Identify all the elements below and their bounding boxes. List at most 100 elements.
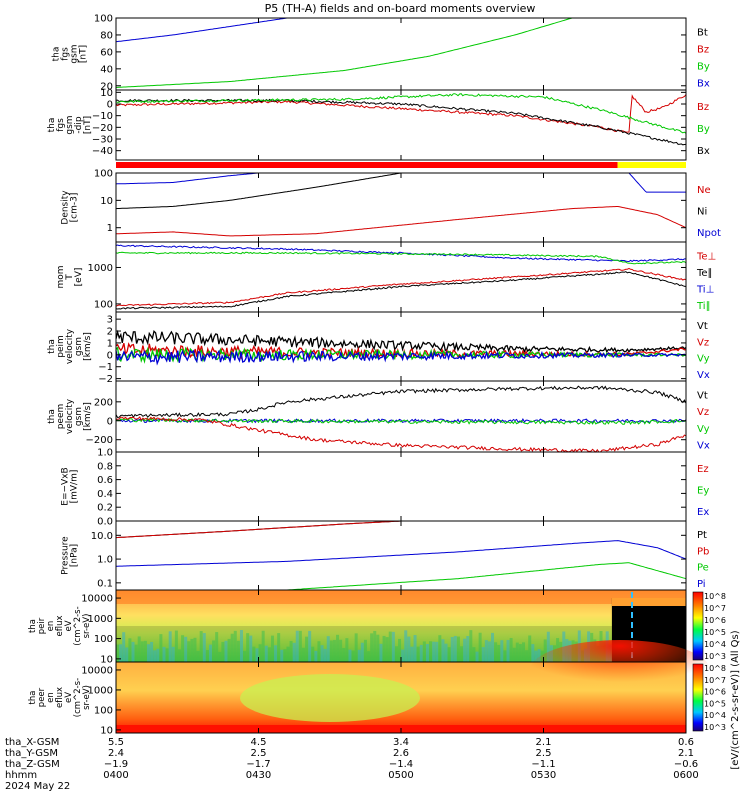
ion-spectrogram-column [500,640,504,662]
ion-spectrogram-column [230,633,234,662]
ion-spectrogram-column [429,641,433,662]
ion-spectrogram-column [438,635,442,662]
ion-spectrogram-column [388,631,392,662]
series-Ni-line [115,172,402,210]
y-axis-label: tha [28,619,38,633]
y-axis-label: [cm-3] [70,193,80,223]
ion-spectrogram-column [311,646,315,662]
ion-spectrogram-column [174,630,178,662]
ion-spectrogram-column [484,640,488,662]
y-axis-label: E=−VxB [61,467,71,505]
y-tick-label: 0.0 [97,517,113,528]
mode-bar-fast [617,162,686,168]
ion-spectrogram-column [525,650,529,662]
y-tick-label: 0.4 [97,489,113,500]
colorbar-tick-label: 10^8 [704,664,726,673]
legend-entry: Bt [697,28,708,39]
y-tick-label: −1 [98,362,113,373]
legend-entry: Vt [697,390,708,401]
legend-entry: Pt [697,530,707,541]
ion-spectrogram-column [171,646,175,662]
ion-spectrogram-column [398,638,402,662]
series-Te∥-line [115,271,687,310]
ephemeris-row-label: 2024 May 22 [5,781,70,792]
y-tick-label: 100 [94,705,113,716]
ion-spectrogram-column [379,643,383,662]
ion-spectrogram-column [289,640,293,662]
ion-spectrogram-column [205,650,209,662]
y-axis-label: peem [56,404,66,430]
y-axis-label: [km/s] [83,332,93,361]
y-axis-label: (cm^2-s- [73,678,83,717]
legend-entry: Ey [697,486,709,497]
ion-spectrogram-column [360,642,364,662]
y-tick-label: 100 [94,14,113,25]
legend-entry: Ex [697,507,709,518]
ion-spectrogram-column [336,634,340,662]
ion-spectrogram-column [243,650,247,662]
ion-spectrogram-column [342,647,346,662]
y-tick-label: 1000 [88,614,113,625]
ion-spectrogram-column [401,649,405,662]
colorbar-tick-label: 10^5 [704,699,726,708]
ion-spectrogram-column [450,636,454,662]
legend-entry: Ti∥ [696,301,711,312]
colorbar-tick-label: 10^5 [704,628,726,637]
ion-spectrogram-column [354,633,358,662]
ion-spectrogram-column [363,639,367,662]
panel-frame [115,17,687,91]
y-tick-label: 10 [100,196,113,207]
ephemeris-x-value: 4.5 [251,737,267,748]
y-axis-label: [mV/m] [70,470,80,504]
ion-spectrogram-column [137,636,141,662]
ephemeris-x-value: 3.4 [393,737,409,748]
y-tick-label: 2 [107,327,113,338]
ion-spectrogram-column [460,646,464,662]
series-Ti⊥-line [115,244,686,263]
ion-spectrogram-column [373,630,377,662]
series-Vz-line [115,416,687,453]
legend-entry: Vz [697,407,709,418]
ion-spectrogram-column [543,639,547,662]
ion-spectrogram-column [193,637,197,662]
colorbar-tick-label: 10^4 [704,711,726,720]
colorbar [692,663,704,732]
ion-spectrogram-column [190,638,194,662]
series-Pe-line [286,562,687,591]
ephemeris-y-value: 2.4 [108,748,124,759]
y-tick-label: −40 [92,146,113,157]
colorbar-label: [eV/(cm^2-s-sr-eV)] (All Qs) [730,630,741,769]
legend-entry: Vx [697,441,710,452]
ion-spectrogram-column [537,649,541,662]
y-tick-label: 100 [94,634,113,645]
ion-spectrogram-column [404,630,408,662]
ion-spectrogram-column [463,638,467,662]
y-axis-label: [km/s] [83,402,93,431]
ion-spectrogram-column [528,635,532,662]
y-tick-label: 3 [107,315,113,326]
colorbar-tick-label: 10^6 [704,616,726,625]
legend-entry: Pb [697,546,709,557]
ion-spectrogram-column [199,631,203,662]
y-tick-label: 40 [100,64,113,75]
y-tick-label: 10 [100,88,113,99]
y-tick-label: −20 [92,123,113,134]
ion-spectrogram-column [469,630,473,662]
ion-spectrogram-column [159,634,163,662]
ephemeris-z-value: −0.6 [674,759,698,770]
ion-spectrogram-column [332,639,336,662]
ion-spectrogram-column [339,639,343,662]
y-tick-label: 0.8 [97,461,113,472]
legend-entry: Ne [697,185,711,196]
y-axis-label: en [46,692,56,703]
y-tick-label: 100 [94,299,113,310]
ion-spectrogram-column [385,637,389,662]
legend-entry: Vz [697,337,709,348]
ephemeris-z-value: −1.9 [104,759,128,770]
ion-spectrogram-column [258,644,262,662]
series-Bx-line [115,98,687,146]
ion-spectrogram-column [298,630,302,662]
colorbar [692,591,704,661]
ephemeris-time-value: 0430 [246,770,271,781]
